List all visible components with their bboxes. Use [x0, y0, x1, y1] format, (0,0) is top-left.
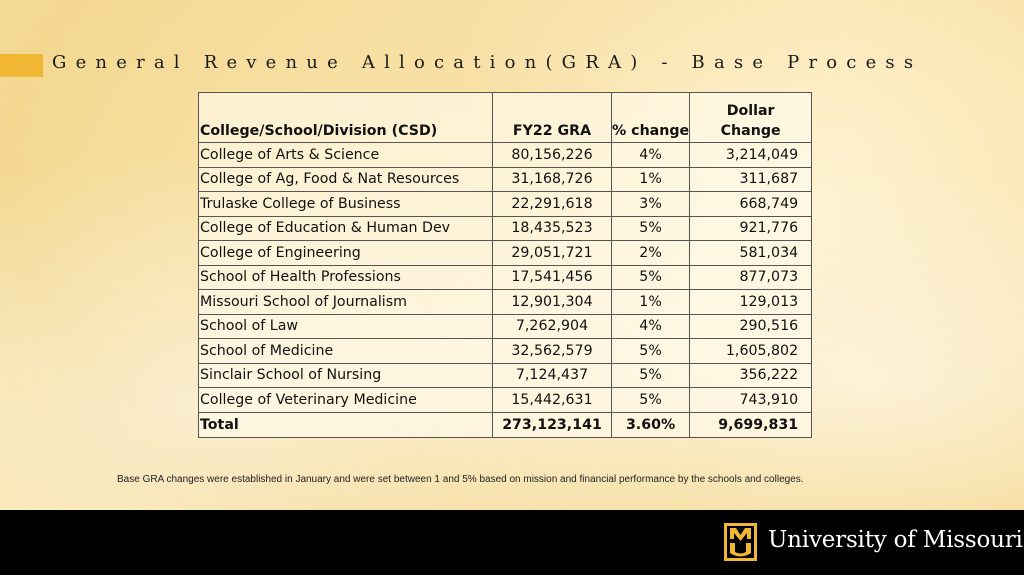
total-label: Total [198, 411, 493, 438]
table-row: College of Arts & Science 80,156,226 4% 3,2… [198, 142, 813, 168]
row-name: College of Arts & Science [198, 142, 493, 168]
table-row: School of Law 7,262,904 4% 290,516 [198, 313, 813, 339]
row-name: Missouri School of Journalism [198, 289, 493, 315]
row-gra: 22,291,618 [492, 191, 612, 217]
row-name: College of Education & Human Dev [198, 215, 493, 241]
row-gra: 29,051,721 [492, 240, 612, 266]
row-change: 3,214,049 [689, 142, 813, 168]
row-name: College of Veterinary Medicine [198, 387, 493, 413]
table-header-row: College/School/Division (CSD) FY22 GRA %… [198, 92, 813, 143]
row-change: 290,516 [689, 313, 813, 339]
row-gra: 7,262,904 [492, 313, 612, 339]
footnote: Base GRA changes were established in Jan… [117, 474, 804, 485]
table-row: Missouri School of Journalism 12,901,304 1… [198, 289, 813, 315]
row-gra: 31,168,726 [492, 166, 612, 192]
row-pct: 5% [610, 215, 691, 241]
row-change: 743,910 [689, 387, 813, 413]
table-row: College of Education & Human Dev 18,435,5… [198, 215, 813, 241]
table-row: Sinclair School of Nursing 7,124,437 5% 356… [198, 362, 813, 388]
row-gra: 15,442,631 [492, 387, 612, 413]
row-change: 1,605,802 [689, 338, 813, 364]
gra-table: College/School/Division (CSD) FY22 GRA %… [198, 92, 813, 438]
row-change: 668,749 [689, 191, 813, 217]
row-change: 581,034 [689, 240, 813, 266]
total-change: 9,699,831 [689, 411, 813, 438]
header-csd: College/School/Division (CSD) [198, 92, 493, 143]
row-name: School of Health Professions [198, 264, 493, 290]
header-pct-change: % change [610, 92, 691, 143]
header-dollar-line1: Dollar [726, 103, 775, 119]
row-name: School of Law [198, 313, 493, 339]
row-pct: 1% [610, 289, 691, 315]
table-row: School of Medicine 32,562,579 5% 1,605,802 [198, 338, 813, 364]
total-gra: 273,123,141 [492, 411, 612, 438]
row-pct: 1% [610, 166, 691, 192]
row-pct: 4% [610, 142, 691, 168]
row-pct: 2% [610, 240, 691, 266]
row-name: College of Ag, Food & Nat Resources [198, 166, 493, 192]
table-row: College of Veterinary Medicine 15,442,631… [198, 387, 813, 413]
table-row: School of Health Professions 17,541,456 5%… [198, 264, 813, 290]
row-change: 921,776 [689, 215, 813, 241]
row-gra: 80,156,226 [492, 142, 612, 168]
row-change: 877,073 [689, 264, 813, 290]
row-gra: 18,435,523 [492, 215, 612, 241]
table-row: Trulaske College of Business 22,291,618 3%… [198, 191, 813, 217]
slide-title: General Revenue Allocation(GRA) - Base P… [52, 52, 923, 73]
row-pct: 5% [610, 338, 691, 364]
title-accent-bar [0, 54, 43, 77]
row-name: College of Engineering [198, 240, 493, 266]
row-gra: 17,541,456 [492, 264, 612, 290]
header-dollar-line2: Change [720, 123, 781, 139]
university-wordmark: University of Missouri [768, 527, 1023, 553]
row-change: 356,222 [689, 362, 813, 388]
row-pct: 3% [610, 191, 691, 217]
table-row: College of Engineering 29,051,721 2% 581,03… [198, 240, 813, 266]
row-pct: 5% [610, 362, 691, 388]
row-pct: 5% [610, 264, 691, 290]
row-gra: 7,124,437 [492, 362, 612, 388]
row-name: Trulaske College of Business [198, 191, 493, 217]
header-fy22-gra: FY22 GRA [492, 92, 612, 143]
row-change: 129,013 [689, 289, 813, 315]
row-name: School of Medicine [198, 338, 493, 364]
row-gra: 32,562,579 [492, 338, 612, 364]
mizzou-shield-icon [724, 523, 757, 561]
total-pct: 3.60% [610, 411, 691, 438]
table-row: College of Ag, Food & Nat Resources 31,16… [198, 166, 813, 192]
table-total-row: Total 273,123,141 3.60% 9,699,831 [198, 411, 813, 438]
row-change: 311,687 [689, 166, 813, 192]
row-name: Sinclair School of Nursing [198, 362, 493, 388]
row-gra: 12,901,304 [492, 289, 612, 315]
header-dollar-change: Dollar Change [689, 92, 813, 143]
row-pct: 4% [610, 313, 691, 339]
row-pct: 5% [610, 387, 691, 413]
footer-bar [0, 510, 1024, 575]
